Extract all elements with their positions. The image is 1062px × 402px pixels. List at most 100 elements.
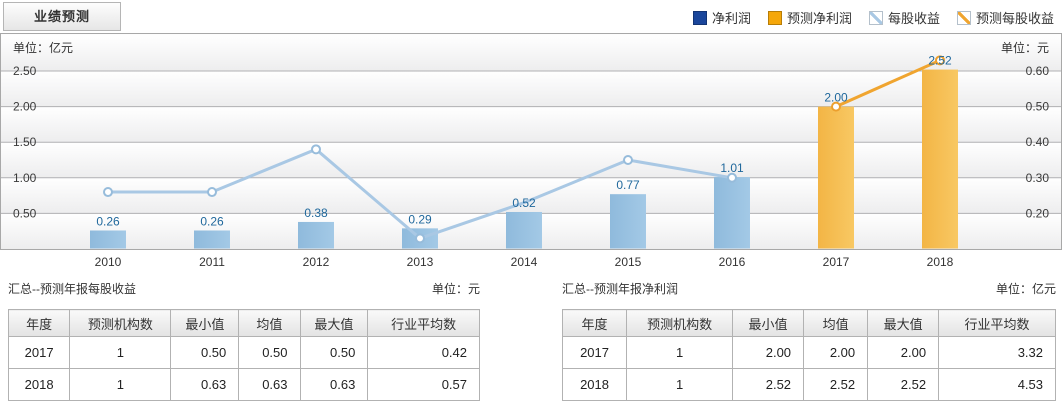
bar-净利润-2016 [714,177,750,249]
bar-净利润-2015 [610,194,646,249]
bar-净利润-2010 [90,230,126,249]
table-cell: 1 [626,336,734,369]
x-axis-label-2014: 2014 [510,255,538,269]
chart-legend: 净利润 预测净利润 每股收益 预测每股收益 [692,8,1054,27]
bar-value-label: 1.01 [720,161,744,175]
bar-value-label: 0.26 [96,214,120,228]
table-header-cell: 最大值 [867,309,940,337]
legend-item-3: 预测每股收益 [956,8,1054,27]
table-cell: 2.00 [732,336,805,369]
table-cell: 0.63 [299,368,369,401]
chart-band [1,106,1061,143]
eps-forecast-table: 年度 预测机构数 最小值 均值 最大值 行业平均数 2017 1 0.50 0.50 0.50 0.… [7,309,480,401]
chart-band [1,177,1061,214]
legend-item-0: 净利润 [692,8,751,27]
table-cell: 4.53 [938,368,1056,401]
table-header-cell: 均值 [238,309,301,337]
table-cell: 0.57 [367,368,480,401]
table-cell: 3.32 [938,336,1056,369]
eps-forecast-section: 汇总--预测年报每股收益 单位：元 年度 预测机构数 最小值 均值 最大值 行业平均数 2… [7,278,480,401]
x-axis-label-2015: 2015 [614,255,642,269]
table-header-cell: 预测机构数 [69,309,172,337]
line-marker-每股收益-2012 [311,144,321,155]
table-cell: 2.00 [803,336,869,369]
table-cell: 0.50 [170,336,240,369]
left-axis-tick-label: 0.50 [13,206,37,220]
legend-line-swatch-icon [868,10,883,25]
right-axis-unit-label: 单位：元 [1000,41,1049,55]
left-axis-tick-label: 2.50 [13,64,37,78]
chart-band [1,71,1061,107]
table-cell: 0.50 [299,336,369,369]
table-cell: 2.52 [803,368,869,401]
table-header-cell: 行业平均数 [367,309,480,337]
summary-tables: 汇总--预测年报每股收益 单位：元 年度 预测机构数 最小值 均值 最大值 行业平均数 2… [0,278,1062,401]
x-axis-label-2016: 2016 [718,255,746,269]
line-marker-预测每股收益-2017 [831,101,841,112]
legend-item-2: 每股收益 [868,8,940,27]
table-cell: 0.63 [170,368,240,401]
table-cell: 1 [69,336,172,369]
table-header-cell: 均值 [803,309,869,337]
bar-预测净利润-2018 [922,69,958,249]
bar-value-label: 2.52 [928,54,952,68]
left-axis-tick-label: 1.00 [13,171,37,185]
chart-band [1,34,1061,36]
x-axis-label-2018: 2018 [926,255,954,269]
line-marker-每股收益-2011 [207,187,217,198]
bar-value-label: 0.77 [616,178,640,192]
line-marker-每股收益-2010 [103,187,113,198]
table-row: 2018 1 2.52 2.52 2.52 4.53 [561,368,1056,401]
table-row: 2017 1 2.00 2.00 2.00 3.32 [561,336,1056,369]
legend-item-label: 预测每股收益 [975,11,1054,26]
bar-value-label: 2.00 [824,91,848,105]
forecast-chart: 单位：亿元 单位：元 0.50 0.20 1.00 0.30 1.50 0.40 2.00 0… [0,33,1062,250]
net-profit-section-title: 汇总--预测年报净利润 [562,281,678,296]
x-axis-label-2011: 2011 [199,255,225,269]
right-axis-tick-label: 0.30 [1026,171,1050,185]
header-bar: 业绩预测 净利润 预测净利润 每股收益 预测每股收益 [0,0,1062,33]
right-axis-tick-label: 0.20 [1026,206,1050,220]
left-axis-tick-label: 2.00 [13,100,37,114]
table-cell: 2.52 [867,368,940,401]
bar-净利润-2011 [194,230,230,249]
legend-item-label: 每股收益 [887,11,940,26]
table-header-cell: 最小值 [732,309,805,337]
table-cell: 0.42 [367,336,480,369]
legend-line-swatch-icon [956,10,971,25]
table-row: 2017 1 0.50 0.50 0.50 0.42 [7,336,480,369]
table-cell: 0.63 [238,368,301,401]
x-axis-label-2010: 2010 [94,255,122,269]
left-axis-tick-label: 1.50 [13,135,37,149]
bar-净利润-2014 [506,211,542,249]
table-header-cell: 预测机构数 [626,309,734,337]
table-cell: 2017 [7,336,71,369]
bar-预测净利润-2017 [818,106,854,249]
right-axis-tick-label: 0.40 [1026,135,1050,149]
line-marker-每股收益-2016 [727,172,737,183]
table-header-cell: 行业平均数 [938,309,1056,337]
table-cell: 2018 [7,368,71,401]
tab-performance-forecast[interactable]: 业绩预测 [3,2,121,31]
table-cell: 1 [69,368,172,401]
bar-value-label: 0.38 [304,206,328,220]
line-marker-预测每股收益-2018 [935,55,945,66]
legend-item-label: 净利润 [711,11,751,26]
legend-bar-swatch-icon [767,10,782,25]
legend-item-label: 预测净利润 [786,11,852,26]
bar-净利润-2012 [298,221,334,249]
table-header-cell: 年度 [7,309,71,337]
chart-band [1,142,1061,178]
x-axis-label-2017: 2017 [822,255,850,269]
x-axis-label-2012: 2012 [302,255,330,269]
net-profit-section-unit: 单位：亿元 [995,281,1056,296]
line-marker-每股收益-2015 [623,155,633,165]
table-cell: 2.52 [732,368,805,401]
chart-band [1,35,1061,71]
bar-value-label: 0.26 [200,214,224,228]
right-axis-tick-label: 0.50 [1026,100,1050,114]
table-cell: 1 [626,368,734,401]
line-预测每股收益 [835,58,941,108]
chart-canvas: 0.50 0.20 1.00 0.30 1.50 0.40 2.00 0.50 2.50 0.60… [1,34,1061,249]
bar-value-label: 0.29 [408,212,432,226]
